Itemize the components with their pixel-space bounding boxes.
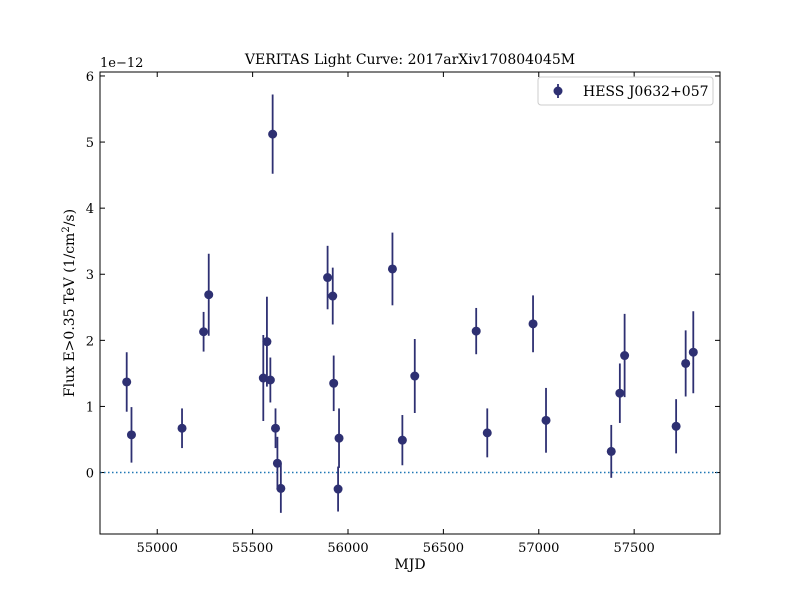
- data-points: [122, 94, 698, 513]
- data-point: [387, 264, 397, 274]
- x-tick-label: 56000: [327, 541, 368, 556]
- data-point: [268, 129, 278, 139]
- legend-point: [553, 86, 563, 96]
- y-tick-label: 0: [86, 467, 94, 482]
- data-point: [397, 435, 407, 445]
- data-point: [199, 327, 209, 337]
- data-point: [177, 423, 187, 433]
- data-point: [271, 423, 281, 433]
- legend-box: [537, 76, 714, 106]
- y-axis-label-superscript: 2: [61, 226, 72, 232]
- y-tick-label: 5: [86, 136, 94, 151]
- data-point: [606, 446, 616, 456]
- data-point: [482, 428, 492, 438]
- x-axis-label: MJD: [394, 557, 425, 573]
- legend: HESS J0632+057: [537, 76, 714, 106]
- x-tick-label: 57500: [613, 541, 654, 556]
- data-point: [329, 378, 339, 388]
- data-point: [471, 326, 481, 336]
- x-tick-label: 56500: [423, 541, 464, 556]
- data-point: [541, 415, 551, 425]
- data-point: [334, 433, 344, 443]
- legend-label: HESS J0632+057: [583, 84, 709, 100]
- data-point: [688, 347, 698, 357]
- data-point: [410, 371, 420, 381]
- plot-frame: [99, 71, 721, 535]
- data-point: [528, 319, 538, 329]
- data-point: [122, 377, 132, 387]
- data-point: [262, 337, 272, 347]
- data-point: [276, 483, 286, 493]
- x-tick-label: 55000: [137, 541, 178, 556]
- data-point: [328, 291, 338, 301]
- data-point: [204, 290, 214, 300]
- y-axis-ticks: 0 1 2 3 4 5 6: [86, 70, 720, 482]
- chart-title: VERITAS Light Curve: 2017arXiv170804045M: [244, 52, 575, 68]
- data-point: [265, 375, 275, 385]
- data-point: [620, 351, 630, 361]
- x-axis-ticks: 55000 55500 56000 56500 57000 57500: [137, 72, 655, 556]
- data-point: [258, 373, 268, 383]
- y-axis-label-prefix: Flux E>0.35 TeV (1/cm: [62, 233, 78, 397]
- y-offset-text: 1e−12: [100, 56, 143, 71]
- data-point: [333, 484, 343, 494]
- data-point: [323, 273, 333, 283]
- data-point: [126, 430, 136, 440]
- x-tick-label: 57000: [518, 541, 559, 556]
- y-tick-label: 4: [86, 202, 94, 217]
- data-point: [615, 388, 625, 398]
- y-axis-label-suffix: /s): [62, 209, 78, 226]
- x-tick-label: 55500: [232, 541, 273, 556]
- data-point: [272, 458, 282, 468]
- y-tick-label: 2: [86, 334, 94, 349]
- y-axis-label: Flux E>0.35 TeV (1/cm2/s): [61, 209, 79, 397]
- y-tick-label: 6: [86, 70, 94, 85]
- data-point: [681, 358, 691, 368]
- y-tick-label: 3: [86, 268, 94, 283]
- y-tick-label: 1: [86, 400, 94, 415]
- plot-background: [100, 72, 720, 534]
- data-point: [671, 421, 681, 431]
- legend-marker: [553, 84, 563, 98]
